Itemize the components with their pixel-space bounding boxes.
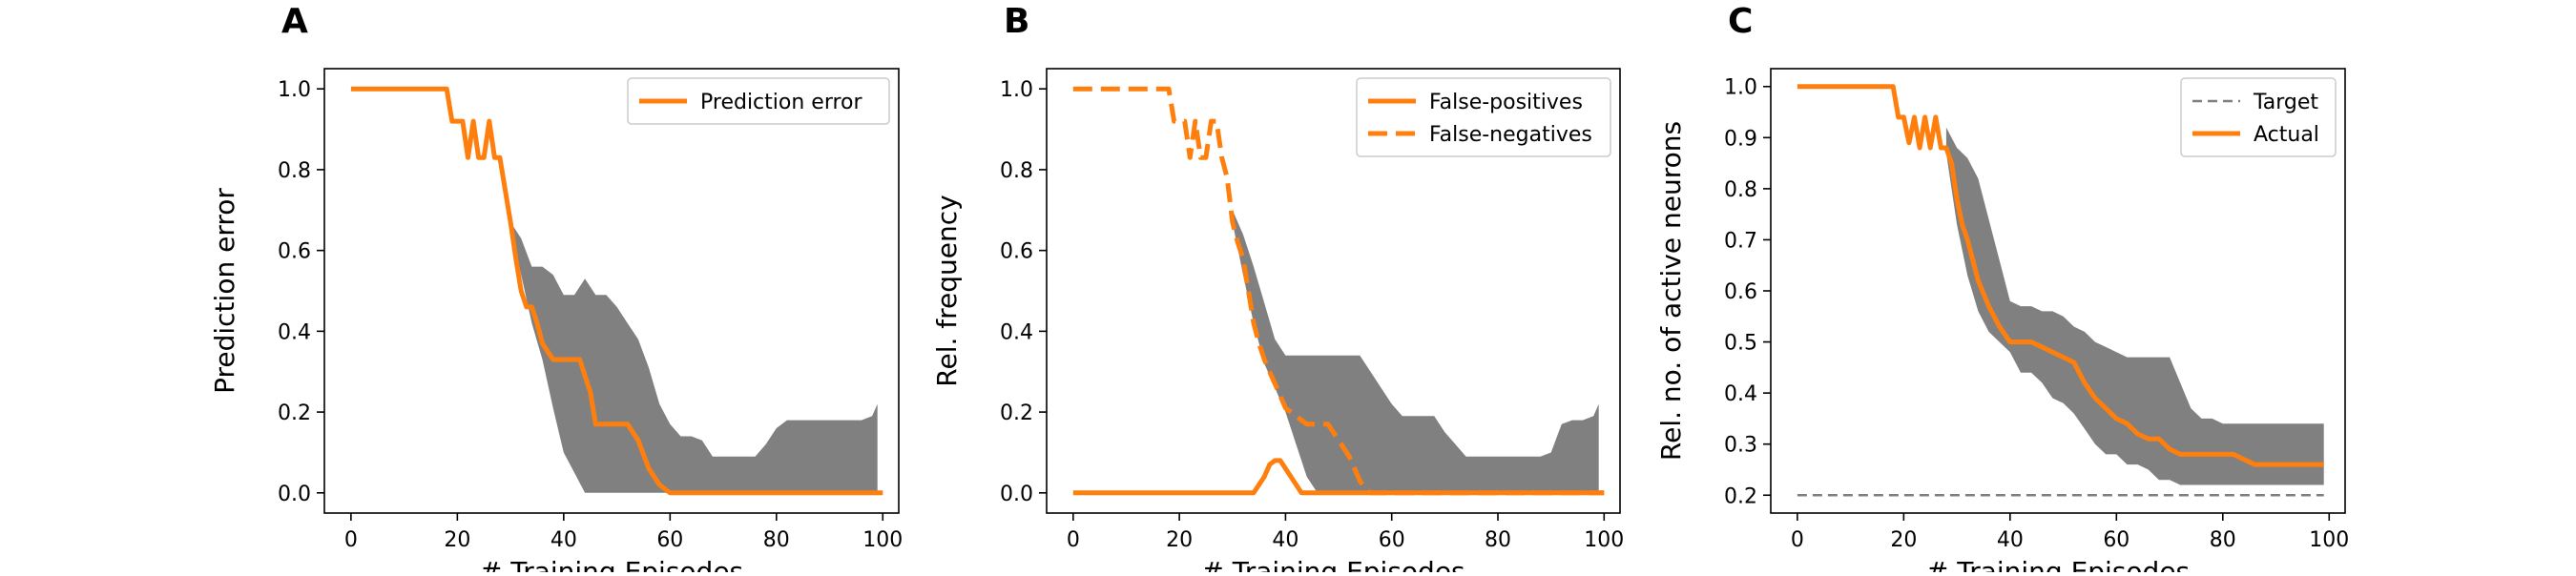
y-tick-label: 0.5 xyxy=(1724,332,1757,356)
x-tick-label: 0 xyxy=(1791,528,1804,552)
chart-panel-c: C 0 20 40 60 80 100 0.2 0.3 0.4 0.5 0.6 0.7 0.8 0.9 1.0… xyxy=(1655,2,2349,576)
series-line-1 xyxy=(1797,84,2324,467)
x-tick-label: 60 xyxy=(656,528,683,552)
axes-frame xyxy=(323,68,900,514)
y-tick-label: 0.3 xyxy=(1724,434,1757,458)
series-line-1 xyxy=(1072,86,1605,496)
y-tick-label: 1.0 xyxy=(1724,76,1757,100)
x-tick-label: 60 xyxy=(1379,528,1405,552)
y-tick-label: 0.6 xyxy=(278,240,311,264)
series-line-0 xyxy=(1072,458,1605,496)
legend: False-positives False-negatives xyxy=(1356,77,1611,157)
y-tick-label: 0.4 xyxy=(1724,382,1757,406)
legend-box xyxy=(1356,77,1611,157)
x-tick-label: 20 xyxy=(444,528,470,552)
legend-label: Prediction error xyxy=(700,91,862,114)
x-tick-label: 20 xyxy=(1166,528,1193,552)
x-tick-label: 40 xyxy=(1997,528,2024,552)
x-tick-label: 40 xyxy=(1272,528,1298,552)
confidence-band xyxy=(1232,210,1599,493)
legend-label: False-negatives xyxy=(1429,123,1592,147)
legend-box xyxy=(627,77,890,125)
x-tick-label: 0 xyxy=(1067,528,1080,552)
panel-letter: C xyxy=(1728,2,1753,41)
x-tick-label: 80 xyxy=(763,528,790,552)
x-tick-label: 100 xyxy=(1584,528,1624,552)
x-tick-label: 0 xyxy=(344,528,358,552)
legend: Target Actual xyxy=(2180,77,2337,157)
y-tick-label: 0.2 xyxy=(1724,484,1757,508)
y-tick-label: 0.8 xyxy=(1724,178,1757,202)
y-tick-label: 0.4 xyxy=(1000,320,1033,344)
confidence-band xyxy=(1945,127,2324,485)
y-tick-label: 0.2 xyxy=(278,401,311,425)
panel-letter: B xyxy=(1004,2,1029,41)
legend-label: False-positives xyxy=(1429,91,1583,114)
y-axis-label: Rel. no. of active neurons xyxy=(1655,121,1687,461)
y-tick-label: 0.6 xyxy=(1724,280,1757,304)
y-tick-label: 0.9 xyxy=(1724,127,1757,151)
y-tick-label: 0.8 xyxy=(1000,159,1033,183)
x-axis-label: # Training Episodes xyxy=(1201,556,1465,572)
x-tick-label: 60 xyxy=(2103,528,2129,552)
x-axis-label: # Training Episodes xyxy=(480,556,743,572)
x-tick-label: 80 xyxy=(1485,528,1511,552)
y-tick-label: 1.0 xyxy=(278,78,311,102)
y-tick-label: 0.6 xyxy=(1000,240,1033,264)
y-tick-label: 0.4 xyxy=(278,320,311,344)
chart-panel-a: A 0 20 40 60 80 100 0.0 0.2 0.4 0.6 0.8 1.0 # Trainin… xyxy=(209,2,903,576)
legend-box xyxy=(2180,77,2337,157)
y-tick-label: 0.8 xyxy=(278,159,311,183)
y-tick-label: 0.0 xyxy=(1000,483,1033,506)
y-tick-label: 0.7 xyxy=(1724,229,1757,253)
y-axis-label: Prediction error xyxy=(209,188,240,394)
legend: Prediction error xyxy=(627,77,890,125)
legend-label: Target xyxy=(2253,91,2318,114)
x-tick-label: 40 xyxy=(551,528,577,552)
x-tick-label: 80 xyxy=(2210,528,2236,552)
series-line-0 xyxy=(350,86,883,496)
x-axis-label: # Training Episodes xyxy=(1926,556,2190,572)
x-tick-label: 100 xyxy=(862,528,903,552)
panel-letter: A xyxy=(281,2,308,41)
y-tick-label: 0.2 xyxy=(1000,401,1033,425)
x-tick-label: 20 xyxy=(1890,528,1917,552)
x-tick-label: 100 xyxy=(2309,528,2349,552)
y-tick-label: 0.0 xyxy=(278,483,311,506)
y-tick-label: 1.0 xyxy=(1000,78,1033,102)
axes-frame xyxy=(1046,68,1621,514)
y-axis-label: Rel. frequency xyxy=(931,195,963,386)
chart-panel-b: B 0 20 40 60 80 100 0.0 0.2 0.4 0.6 0.8 1.0 # Trainin… xyxy=(931,2,1624,576)
legend-label: Actual xyxy=(2254,123,2319,147)
